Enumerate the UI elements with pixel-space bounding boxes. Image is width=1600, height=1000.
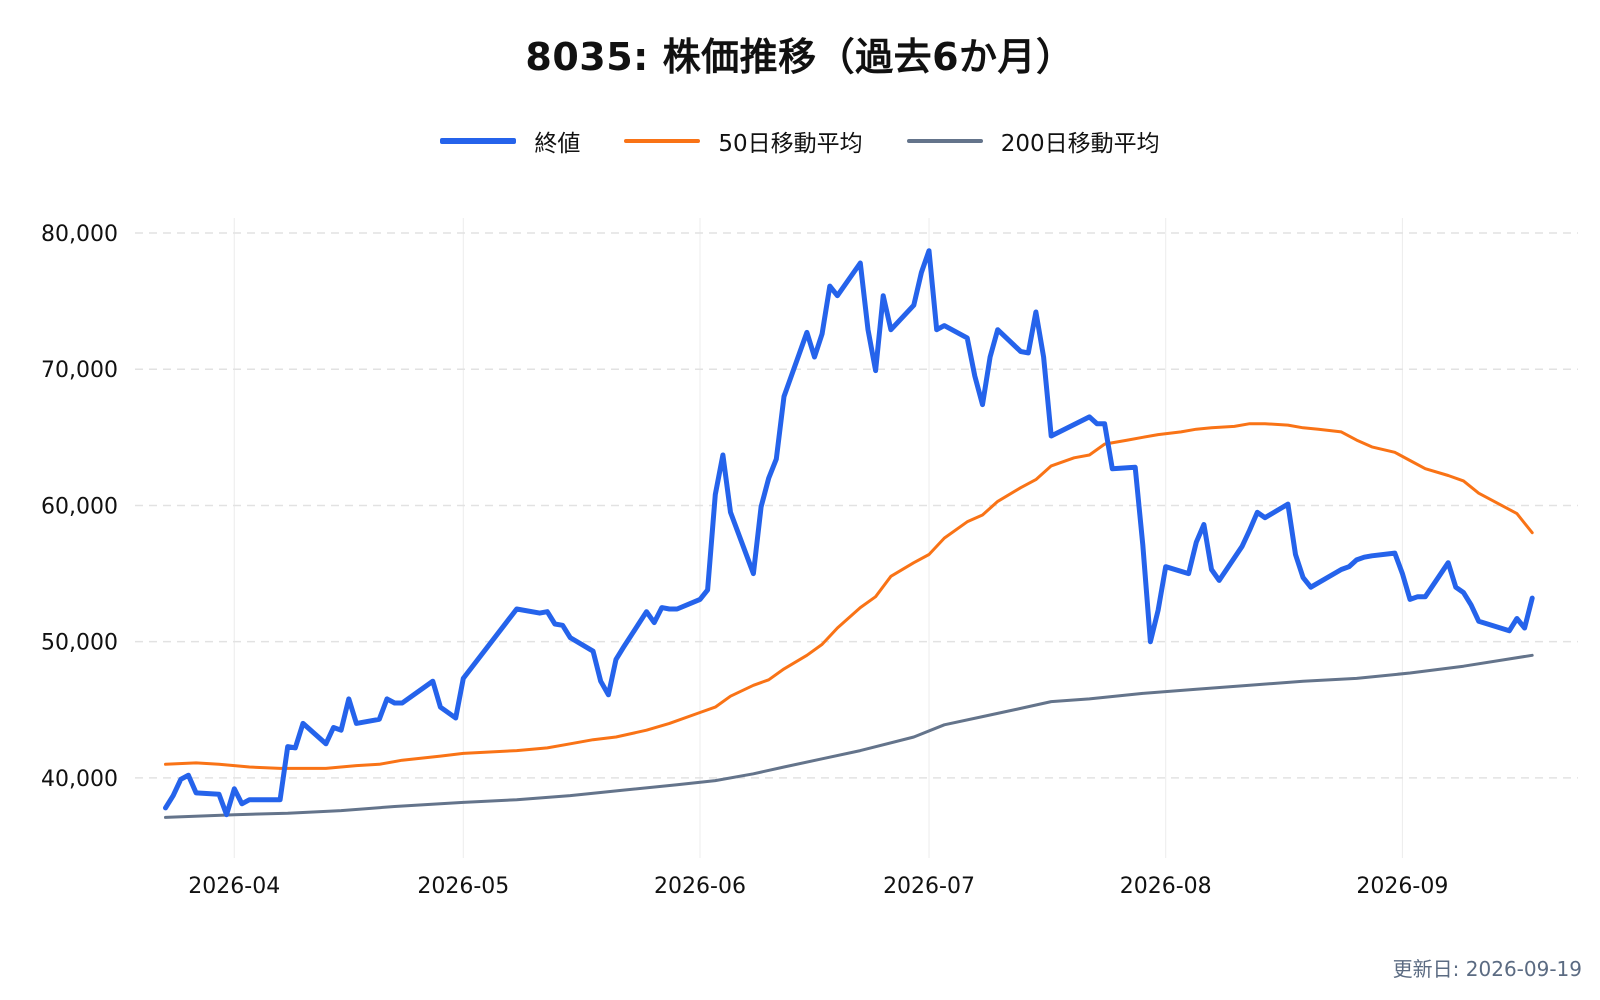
series-line-ma200 [164,653,1534,819]
x-tick-label: 2026-08 [1120,874,1212,899]
legend-label-ma50: 50日移動平均 [718,131,863,157]
series-line-ma50 [164,422,1534,770]
x-tick-label: 2026-05 [417,874,509,899]
y-tick-label: 60,000 [41,494,118,519]
legend-label-close: 終値 [534,131,581,157]
y-tick-label: 40,000 [41,767,118,792]
x-tick-label: 2026-07 [883,874,975,899]
legend-item-ma200: 200日移動平均 [906,124,1160,158]
legend-swatch-ma50 [624,139,701,143]
y-tick-label: 50,000 [41,631,118,656]
y-tick-label: 80,000 [41,222,118,247]
updated-date: 更新日: 2026-09-19 [1392,957,1582,981]
legend-swatch-close [440,138,517,144]
chart-title: 8035: 株価推移（過去6か月） [525,35,1075,79]
series-line-close [163,248,1535,818]
y-tick-label: 70,000 [41,358,118,383]
legend-label-ma200: 200日移動平均 [1000,131,1160,157]
legend-item-close: 終値 [440,124,580,158]
x-tick-label: 2026-04 [188,874,280,899]
legend-item-ma50: 50日移動平均 [624,124,863,158]
legend: 終値 50日移動平均 200日移動平均 [0,124,1600,158]
x-tick-label: 2026-09 [1356,874,1448,899]
x-tick-label: 2026-06 [654,874,746,899]
legend-swatch-ma200 [906,139,983,143]
